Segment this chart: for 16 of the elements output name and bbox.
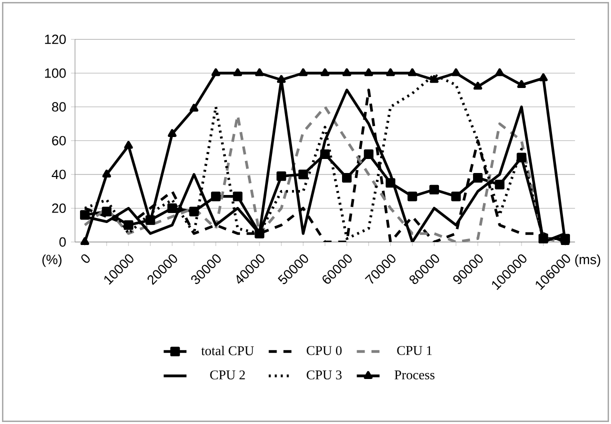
x-tick-label: 0	[81, 254, 90, 263]
legend-label: CPU 1	[397, 346, 432, 356]
y-tick-label: 0	[59, 237, 66, 247]
legend-label: CPU 0	[306, 346, 342, 356]
legend-label: total CPU	[201, 346, 254, 356]
legend-label: CPU 2	[210, 370, 245, 380]
y-tick-label: 120	[45, 34, 66, 44]
y-tick-label: 60	[52, 136, 66, 146]
y-tick-label: 100	[45, 68, 66, 78]
x-axis-title: (ms)	[575, 254, 600, 267]
legend-label: CPU 3	[306, 370, 342, 380]
y-tick-label: 40	[52, 170, 66, 180]
y-axis-title: (%)	[42, 254, 62, 267]
legend-label: Process	[394, 370, 434, 380]
y-tick-label: 20	[52, 204, 66, 213]
y-tick-label: 80	[52, 102, 66, 112]
